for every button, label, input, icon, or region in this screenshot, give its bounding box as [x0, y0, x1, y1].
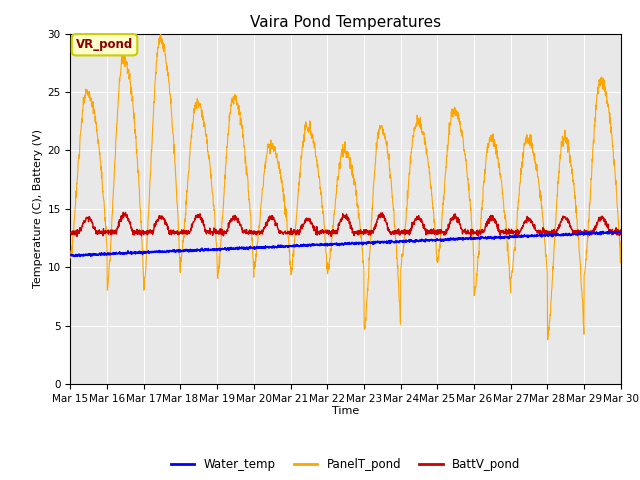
Y-axis label: Temperature (C), Battery (V): Temperature (C), Battery (V)	[33, 129, 44, 288]
X-axis label: Time: Time	[332, 407, 359, 417]
Title: Vaira Pond Temperatures: Vaira Pond Temperatures	[250, 15, 441, 30]
Legend: Water_temp, PanelT_pond, BattV_pond: Water_temp, PanelT_pond, BattV_pond	[166, 454, 525, 476]
Text: VR_pond: VR_pond	[76, 38, 133, 51]
